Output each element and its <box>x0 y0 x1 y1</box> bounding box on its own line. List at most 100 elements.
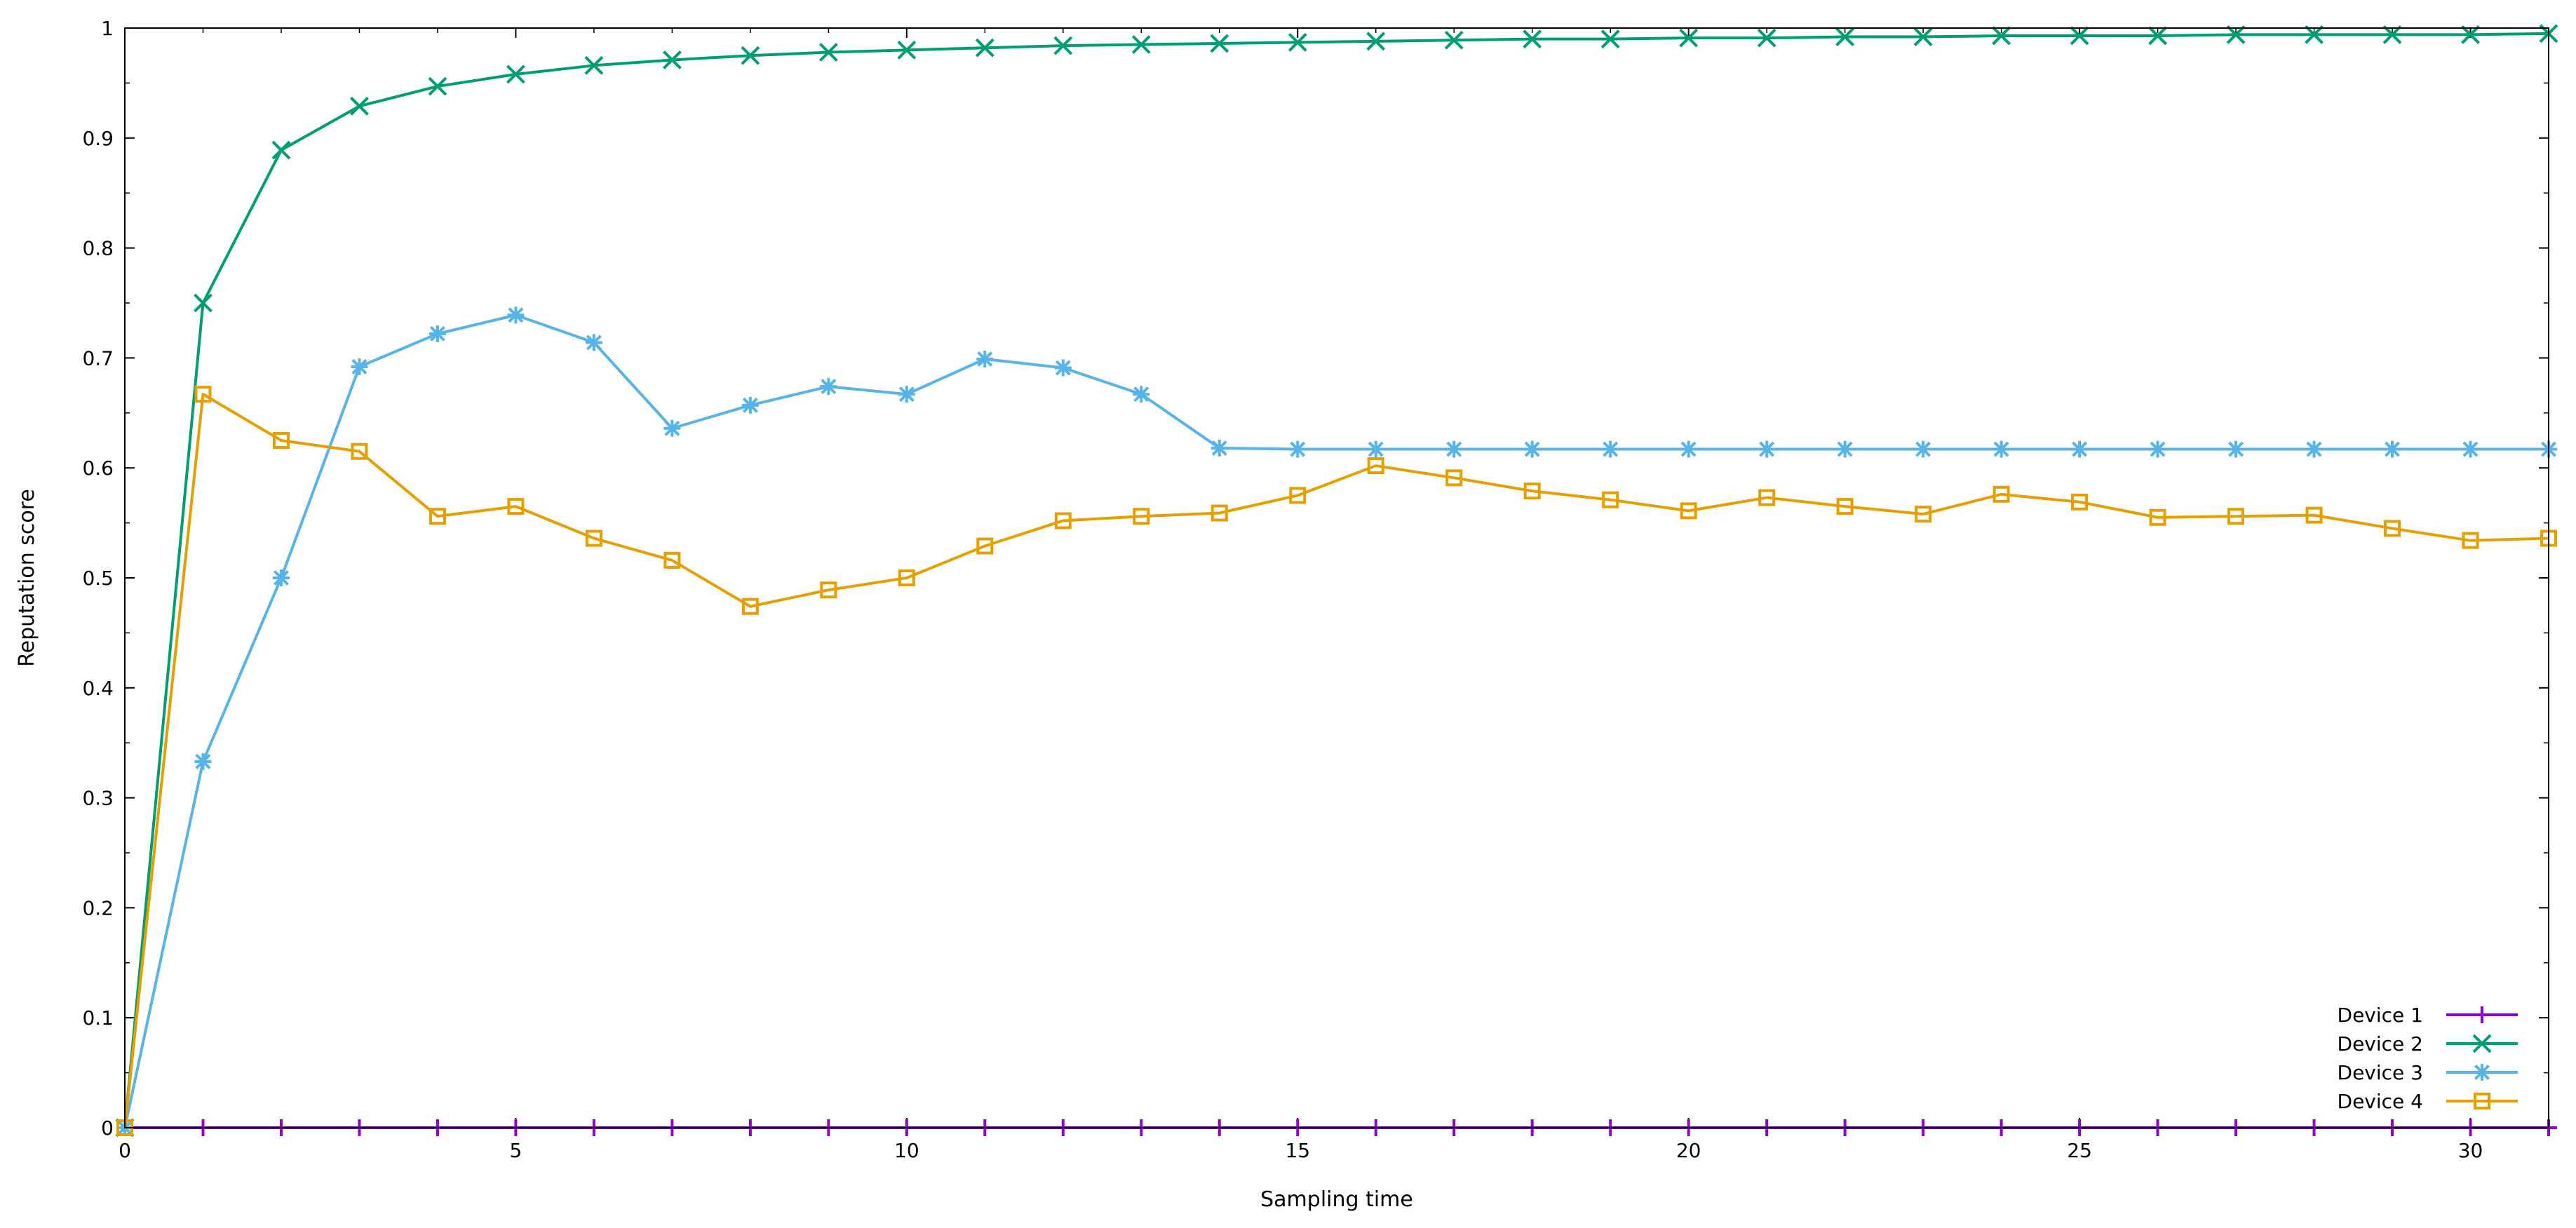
data-point <box>663 419 681 437</box>
data-point <box>1289 487 1307 504</box>
series-line <box>123 313 2549 1128</box>
series-layer <box>115 24 2558 1138</box>
data-point <box>1680 440 1697 458</box>
data-point <box>741 396 759 414</box>
data-point <box>2382 25 2402 44</box>
data-point <box>1758 440 1776 458</box>
plot-frame <box>124 27 2549 1128</box>
data-point <box>1758 489 1776 506</box>
data-point <box>507 498 525 515</box>
data-point <box>741 598 759 615</box>
y-tick-label: 1 <box>101 17 114 40</box>
x-tick-label: 5 <box>510 1139 522 1162</box>
data-point <box>351 358 368 375</box>
y-tick-label: 0.3 <box>82 787 114 810</box>
data-point <box>976 537 994 555</box>
data-point <box>1913 27 1933 46</box>
data-point <box>1366 32 1386 51</box>
data-point <box>507 306 525 324</box>
legend-label: Device 1 <box>2338 1004 2423 1027</box>
series-2 <box>115 24 2558 1138</box>
data-point <box>2070 26 2089 46</box>
data-point <box>1836 498 1854 515</box>
legend-marker <box>2474 1064 2490 1081</box>
data-point <box>2149 440 2166 458</box>
data-point <box>1131 35 1151 54</box>
data-point <box>1289 440 1307 458</box>
data-point <box>429 325 446 342</box>
legend-item: Device 2 <box>2338 1032 2518 1055</box>
y-tick-label: 0.4 <box>82 677 114 700</box>
data-point <box>1445 469 1463 487</box>
data-point <box>663 551 681 569</box>
legend-item: Device 1 <box>2338 1004 2518 1027</box>
data-point <box>1367 457 1384 475</box>
y-tick-label: 0 <box>101 1116 114 1140</box>
data-point <box>1600 29 1620 49</box>
x-tick-label: 15 <box>1285 1139 1310 1162</box>
data-point <box>2071 493 2089 511</box>
data-point <box>1053 36 1073 55</box>
x-tick-label: 10 <box>894 1139 919 1162</box>
legend-marker <box>2474 1006 2490 1023</box>
data-point <box>2148 26 2167 46</box>
data-point <box>194 293 213 313</box>
data-point <box>1915 440 1932 458</box>
data-point <box>662 50 682 69</box>
data-point <box>506 65 525 84</box>
x-tick-label: 25 <box>2067 1139 2092 1162</box>
data-point <box>1757 28 1776 48</box>
data-point <box>1444 30 1464 50</box>
y-tick-label: 0.8 <box>82 237 114 260</box>
data-point <box>898 386 915 403</box>
data-point <box>975 38 994 58</box>
data-point <box>2226 25 2246 44</box>
data-point <box>1835 27 1855 46</box>
data-point <box>1211 439 1228 457</box>
y-tick-label: 0.2 <box>82 896 114 919</box>
data-point <box>820 378 837 396</box>
data-point <box>897 40 917 60</box>
data-point <box>351 443 368 460</box>
y-tick-label: 0.6 <box>82 457 114 480</box>
data-point <box>194 753 212 770</box>
data-point <box>2462 532 2479 549</box>
data-point <box>1445 440 1463 458</box>
y-tick-label: 0.1 <box>82 1006 114 1030</box>
data-point <box>585 529 602 547</box>
data-point <box>272 569 290 586</box>
data-point <box>898 569 915 586</box>
data-point <box>1367 440 1384 458</box>
legend-marker <box>2474 1093 2490 1109</box>
data-point <box>272 432 290 449</box>
data-point <box>428 76 447 96</box>
data-point <box>1992 440 2010 458</box>
data-point <box>2071 440 2089 458</box>
data-point <box>271 140 291 160</box>
legend-marker <box>2472 1034 2492 1053</box>
data-point <box>584 55 604 75</box>
data-point <box>2149 508 2166 526</box>
data-point <box>1133 508 1150 525</box>
data-point <box>350 96 369 116</box>
data-point <box>976 350 994 367</box>
legend-label: Device 4 <box>2338 1090 2423 1113</box>
data-point <box>1523 29 1542 49</box>
data-point <box>1602 440 1619 458</box>
data-point <box>1992 26 2011 46</box>
legend: Device 1 Device 2 Device 3 Device 4 <box>2338 1004 2518 1113</box>
data-point <box>2384 440 2401 458</box>
data-point <box>2305 506 2323 524</box>
data-point <box>1054 512 1072 529</box>
data-point <box>1602 491 1619 508</box>
data-point <box>1679 28 1699 48</box>
data-point <box>1054 359 1072 377</box>
x-axis-title: Sampling time <box>1260 1187 1413 1212</box>
series-line <box>123 32 2549 1128</box>
data-point <box>820 581 837 599</box>
data-point <box>194 386 212 403</box>
data-point <box>1211 504 1228 522</box>
x-tick-label: 0 <box>119 1139 131 1162</box>
